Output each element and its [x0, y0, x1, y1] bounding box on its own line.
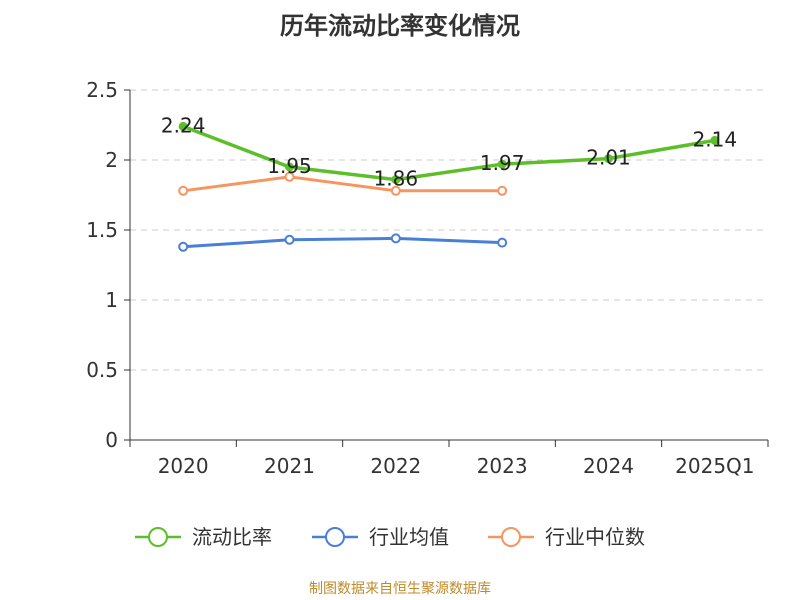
chart-title: 历年流动比率变化情况	[280, 12, 520, 40]
legend-label: 行业中位数	[545, 525, 645, 549]
legend-label: 流动比率	[192, 525, 272, 549]
data-label: 2.01	[586, 146, 631, 170]
series-lines	[178, 121, 720, 252]
y-tick-label: 0.5	[86, 358, 118, 382]
data-point	[284, 171, 295, 182]
data-point	[497, 185, 508, 196]
data-point	[497, 237, 508, 248]
series-line	[183, 236, 503, 249]
data-point	[285, 162, 294, 172]
y-tick-label: 1	[105, 288, 118, 312]
source-note: 制图数据来自恒生聚源数据库	[309, 581, 491, 597]
x-tick-label: 2022	[370, 454, 421, 478]
x-tick-label: 2025Q1	[675, 454, 754, 478]
data-point	[178, 241, 189, 252]
legend-marker	[325, 527, 345, 547]
data-point	[178, 185, 189, 196]
x-tick-label: 2021	[264, 454, 315, 478]
y-tick-label: 2	[105, 148, 118, 172]
data-point	[390, 185, 401, 196]
data-label: 2.14	[693, 127, 738, 151]
legend-marker	[501, 527, 521, 547]
data-label: 1.95	[267, 154, 312, 178]
data-point	[284, 234, 295, 245]
x-tick-label: 2023	[477, 454, 528, 478]
data-point	[497, 159, 507, 169]
data-label: 1.97	[480, 151, 525, 175]
y-tick-label: 0	[105, 428, 118, 452]
data-point	[710, 135, 720, 145]
gridlines	[130, 89, 768, 371]
legend-label: 行业均值	[369, 525, 449, 549]
y-tick-label: 1.5	[86, 218, 118, 242]
y-tick-label: 2.5	[86, 78, 118, 102]
data-point	[391, 175, 401, 185]
legend-marker	[148, 527, 168, 547]
axes: 0 0.5 1 1.5 2 2.5 2020 2021 2022 2023 2024 2025Q1	[86, 78, 769, 478]
x-tick-label: 2020	[158, 454, 209, 478]
x-tick-label: 2024	[583, 454, 634, 478]
data-labels: 2.24 1.95 1.86 1.97 2.01 2.14	[161, 113, 737, 190]
data-point	[604, 154, 613, 164]
legend: 流动比率 行业均值 行业中位数	[135, 525, 645, 549]
series-line	[182, 124, 716, 182]
data-point	[178, 121, 188, 131]
data-label: 2.24	[161, 113, 206, 137]
series-line	[182, 175, 503, 193]
data-point	[390, 233, 401, 244]
data-label: 1.86	[374, 167, 419, 191]
